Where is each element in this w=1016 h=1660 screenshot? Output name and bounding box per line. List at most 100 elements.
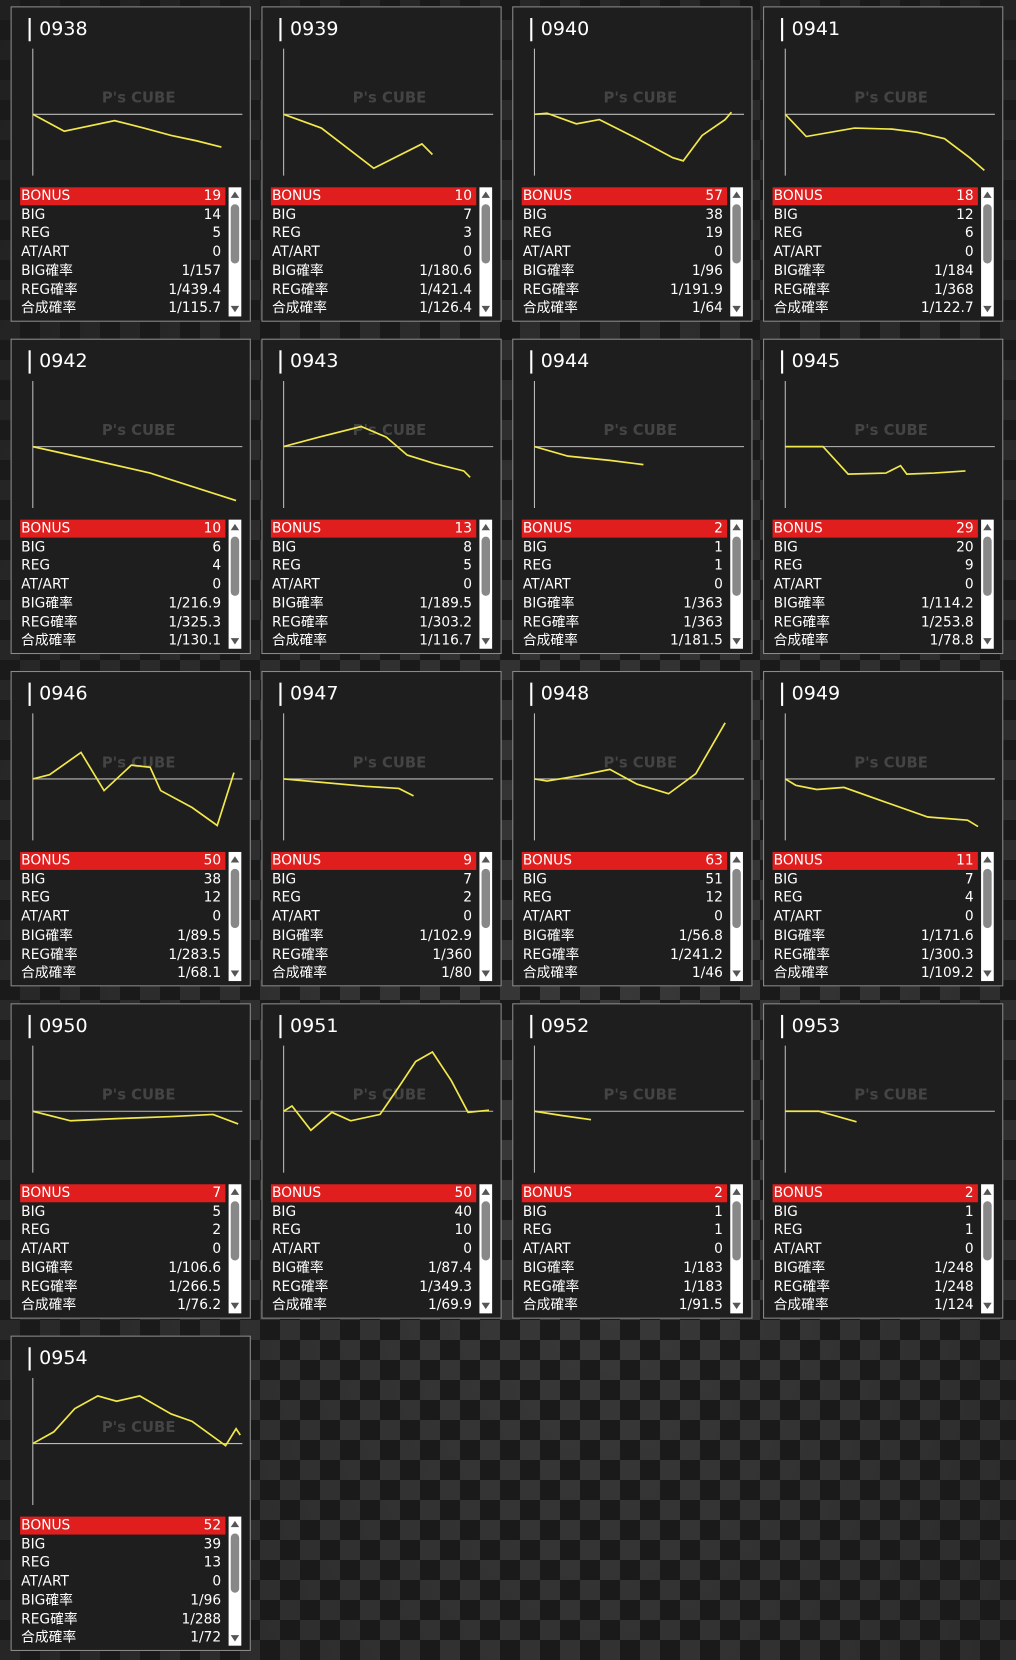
stat-label: REG — [271, 225, 301, 242]
stat-label: BONUS — [773, 1185, 823, 1202]
stat-value: 4 — [964, 890, 974, 907]
watermark: P's CUBE — [603, 422, 677, 439]
stat-label: 合成確率 — [21, 1630, 77, 1646]
stat-value: 1/69.9 — [427, 1297, 473, 1314]
stat-row: BIG確率 1/114.2 — [773, 595, 978, 613]
stat-value: 40 — [454, 1204, 473, 1220]
stat-row: BIG確率 1/248 — [773, 1259, 978, 1277]
slump-line — [785, 1110, 857, 1123]
stat-value: 1/46 — [691, 965, 723, 982]
stat-value: 1/288 — [181, 1611, 222, 1628]
stat-row: REG 9 — [773, 557, 978, 575]
stat-row: REG 2 — [271, 889, 476, 907]
stat-value: 1/360 — [432, 946, 473, 963]
stat-row: 合成確率 1/76.2 — [20, 1297, 225, 1315]
stat-value: 50 — [454, 1185, 473, 1202]
watermark: P's CUBE — [102, 1419, 176, 1436]
stat-row: REG確率 1/283.5 — [20, 946, 225, 964]
stat-label: BIG確率 — [21, 1592, 73, 1609]
scroll-thumb — [983, 868, 992, 929]
stat-value: 1/116.7 — [419, 633, 473, 649]
machine-card: 0944 P's CUBE BONUS 2 BIG 1 REG 1 AT/ART 0 BIG確率 1/… — [512, 338, 753, 655]
stat-value: 1/363 — [683, 614, 723, 631]
stat-row: BIG 38 — [522, 206, 727, 224]
stat-label: 合成確率 — [271, 965, 328, 982]
stat-label: BIG — [21, 1204, 46, 1220]
scroll-up — [732, 856, 741, 863]
stat-label: REG確率 — [773, 282, 831, 298]
watermark: P's CUBE — [353, 1087, 427, 1104]
scrollbar — [228, 851, 242, 982]
stat-row: REG確率 1/266.5 — [20, 1278, 225, 1296]
slump-line — [32, 1110, 239, 1125]
stat-value: 0 — [964, 909, 974, 926]
stat-row: BIG 7 — [271, 871, 476, 889]
stat-row: AT/ART 0 — [522, 1240, 727, 1258]
stat-label: REG — [21, 1555, 51, 1571]
watermark: P's CUBE — [353, 754, 427, 771]
stat-value: 1/300.3 — [920, 946, 974, 963]
stat-value: 19 — [705, 225, 723, 242]
stat-value: 0 — [212, 576, 222, 593]
stat-label: BIG確率 — [271, 927, 324, 944]
bonus-row: BONUS 11 — [772, 851, 978, 870]
stat-label: REG — [271, 1222, 301, 1239]
stat-row: AT/ART 0 — [20, 576, 225, 594]
machine-card: 0952 P's CUBE BONUS 2 BIG 1 REG 1 AT/ART 0 BIG確率 1/… — [512, 1003, 753, 1319]
stat-value: 0 — [964, 244, 974, 261]
stat-label: REG確率 — [271, 1278, 329, 1295]
scroll-thumb — [983, 1201, 992, 1261]
machine-card: 0950 P's CUBE BONUS 7 BIG 5 REG 2 AT/ART 0 BIG確率 1/… — [10, 1003, 251, 1319]
bonus-row: BONUS 10 — [20, 519, 226, 538]
stat-label: REG確率 — [271, 282, 329, 298]
slump-graph: P's CUBE — [32, 380, 243, 508]
stat-value: 1/283.5 — [168, 946, 222, 963]
machine-number: 0954 — [28, 1347, 88, 1371]
stat-label: REG確率 — [21, 1278, 78, 1295]
scroll-thumb — [230, 1533, 240, 1593]
stat-row: AT/ART 0 — [773, 576, 978, 594]
stat-value: 1/181.5 — [670, 633, 723, 649]
scroll-down — [230, 970, 240, 977]
stat-label: AT/ART — [773, 909, 822, 926]
stat-value: 38 — [705, 207, 723, 223]
stat-label: BONUS — [773, 520, 823, 537]
stat-label: BONUS — [773, 853, 823, 869]
stat-row: 合成確率 1/115.7 — [20, 300, 225, 318]
stat-row: 合成確率 1/46 — [522, 964, 727, 982]
stat-value: 0 — [463, 909, 473, 926]
stat-row: BIG 39 — [20, 1535, 225, 1553]
stat-row: REG確率 1/248 — [773, 1278, 978, 1296]
stat-label: REG — [522, 1222, 552, 1239]
machine-number: 0941 — [781, 17, 840, 42]
stat-row: BIG 20 — [773, 538, 978, 556]
stat-row: REG 10 — [271, 1222, 476, 1240]
stat-label: REG確率 — [21, 614, 78, 631]
stat-row: BIG確率 1/189.5 — [271, 595, 476, 613]
scroll-up — [481, 856, 491, 863]
stat-row: AT/ART 0 — [20, 244, 225, 262]
machine-number: 0938 — [28, 17, 88, 42]
stat-row: BIG確率 1/171.6 — [773, 927, 978, 945]
machine-number: 0943 — [279, 350, 338, 374]
stat-label: REG確率 — [21, 282, 78, 298]
bonus-row: BONUS 50 — [20, 851, 226, 870]
scroll-down — [732, 305, 741, 313]
watermark: P's CUBE — [603, 1087, 677, 1104]
slump-graph: P's CUBE — [32, 48, 243, 176]
machine-card: 0939 P's CUBE BONUS 10 BIG 7 REG 3 AT/ART 0 BIG確率 1… — [261, 6, 502, 322]
stat-value: 38 — [203, 871, 222, 888]
stat-value: 10 — [454, 1222, 473, 1239]
slump-graph: P's CUBE — [283, 380, 494, 508]
stat-row: BIG確率 1/216.9 — [20, 595, 225, 613]
machine-card: 0938 P's CUBE BONUS 19 BIG 14 REG 5 AT/ART 0 BIG確率… — [10, 6, 251, 322]
stat-row: BIG確率 1/89.5 — [20, 927, 225, 945]
bonus-row: BONUS 2 — [521, 1184, 728, 1203]
slump-graph: P's CUBE — [784, 713, 995, 841]
watermark: P's CUBE — [102, 1087, 176, 1104]
stat-value: 4 — [212, 558, 222, 575]
slump-graph: P's CUBE — [283, 1045, 494, 1173]
stat-value: 5 — [212, 1204, 222, 1220]
bonus-row: BONUS 13 — [270, 519, 477, 538]
scroll-down — [230, 305, 240, 313]
